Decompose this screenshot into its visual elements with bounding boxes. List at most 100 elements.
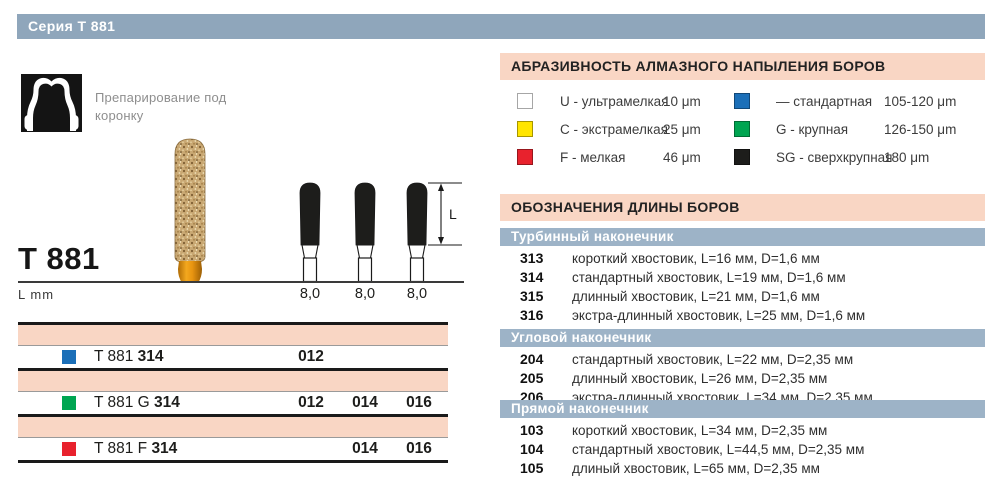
series-title-bar: Серия Т 881 <box>17 14 985 39</box>
length-desc: стандартный хвостовик, L=22 мм, D=2,35 м… <box>572 352 854 367</box>
abrasiveness-header: АБРАЗИВНОСТЬ АЛМАЗНОГО НАПЫЛЕНИЯ БОРОВ <box>500 53 985 80</box>
legend-value: 105-120 μm <box>884 94 957 109</box>
table-row: T 881 G 314 012 014 016 <box>18 392 448 414</box>
legend-value: 180 μm <box>884 150 930 165</box>
length-code: 315 <box>520 288 544 304</box>
length-code: 314 <box>520 269 544 285</box>
legend-label: G - крупная <box>776 122 849 137</box>
bur-diagrams: L <box>290 168 472 288</box>
table-row: T 881 314 012 <box>18 346 448 368</box>
grit-swatch <box>734 93 750 109</box>
length-desc: экстра-длинный хвостовик, L=25 мм, D=1,6… <box>572 308 866 323</box>
grit-swatch <box>62 396 76 410</box>
svg-text:L: L <box>449 206 457 222</box>
table-band <box>18 325 448 346</box>
grit-swatch <box>517 149 533 165</box>
table-band <box>18 371 448 392</box>
section-rows: 103 короткий хвостовик, L=34 мм, D=2,35 … <box>500 421 985 478</box>
legend-item: U - ультрамелкая 10 μm <box>500 88 732 116</box>
dimension-arrow-l <box>428 182 462 246</box>
product-label-code: 314 <box>154 394 180 411</box>
size-cell: 014 <box>352 394 378 411</box>
product-label: T 881 G 314 <box>94 392 180 414</box>
section-header-turbine: Турбинный наконечник <box>500 228 985 246</box>
legend-item: — стандартная 105-120 μm <box>732 88 985 116</box>
product-label-prefix: T 881 <box>94 348 138 365</box>
legend-label: SG - сверхкрупная <box>776 150 893 165</box>
length-desc: короткий хвостовик, L=34 мм, D=2,35 мм <box>572 423 828 438</box>
product-label-code: 314 <box>151 440 178 457</box>
product-label-prefix: T 881 G <box>94 394 155 411</box>
legend-label: C - экстрамелкая <box>560 122 668 137</box>
baseline-rule <box>18 281 464 283</box>
length-code: 104 <box>520 441 544 457</box>
table-divider <box>18 322 448 325</box>
section-rows: 204 стандартный хвостовик, L=22 мм, D=2,… <box>500 350 985 407</box>
length-row: 105 длиный хвостовик, L=65 мм, D=2,35 мм <box>500 459 985 478</box>
lengths-header: ОБОЗНАЧЕНИЯ ДЛИНЫ БОРОВ <box>500 194 985 221</box>
length-desc: стандартный хвостовик, L=44,5 мм, D=2,35… <box>572 442 865 457</box>
legend-item: G - крупная 126-150 μm <box>732 116 985 144</box>
grit-swatch <box>62 442 76 456</box>
table-divider <box>18 368 448 371</box>
bur-length-value: 8,0 <box>406 286 428 302</box>
table-band <box>18 417 448 438</box>
length-axis-label: L mm <box>18 287 55 302</box>
legend-item: F - мелкая 46 μm <box>500 144 732 172</box>
size-cell: 016 <box>406 440 432 457</box>
grit-swatch <box>517 121 533 137</box>
length-desc: стандартный хвостовик, L=19 мм, D=1,6 мм <box>572 270 846 285</box>
table-row: T 881 F 314 014 016 <box>18 438 448 460</box>
legend-item: C - экстрамелкая 25 μm <box>500 116 732 144</box>
length-row: 314 стандартный хвостовик, L=19 мм, D=1,… <box>500 268 985 287</box>
size-cell: 016 <box>406 394 432 411</box>
legend-value: 25 μm <box>663 122 701 137</box>
legend-value: 10 μm <box>663 94 701 109</box>
grit-swatch <box>734 149 750 165</box>
length-code: 313 <box>520 250 544 266</box>
length-code: 204 <box>520 351 544 367</box>
length-code: 316 <box>520 307 544 323</box>
product-label-code: 314 <box>137 348 164 365</box>
length-code: 205 <box>520 370 544 386</box>
size-cell: 012 <box>298 394 324 411</box>
length-desc: короткий хвостовик, L=16 мм, D=1,6 мм <box>572 251 820 266</box>
section-rows: 313 короткий хвостовик, L=16 мм, D=1,6 м… <box>500 249 985 325</box>
table-divider <box>18 414 448 417</box>
legend-label: — стандартная <box>776 94 873 109</box>
length-row: 104 стандартный хвостовик, L=44,5 мм, D=… <box>500 440 985 459</box>
table-divider <box>18 460 448 463</box>
length-row: 316 экстра-длинный хвостовик, L=25 мм, D… <box>500 306 985 325</box>
legend-label: U - ультрамелкая <box>560 94 669 109</box>
length-desc: длинный хвостовик, L=26 мм, D=2,35 мм <box>572 371 828 386</box>
length-row: 313 короткий хвостовик, L=16 мм, D=1,6 м… <box>500 249 985 268</box>
legend-value: 126-150 μm <box>884 122 957 137</box>
bur-length-value: 8,0 <box>354 286 376 302</box>
product-label: T 881 314 <box>94 346 164 368</box>
section-header-angled: Угловой наконечник <box>500 329 985 347</box>
size-cell: 012 <box>298 348 324 365</box>
section-header-straight: Прямой наконечник <box>500 400 985 418</box>
length-row: 103 короткий хвостовик, L=34 мм, D=2,35 … <box>500 421 985 440</box>
length-row: 204 стандартный хвостовик, L=22 мм, D=2,… <box>500 350 985 369</box>
legend-label: F - мелкая <box>560 150 626 165</box>
legend-item: SG - сверхкрупная 180 μm <box>732 144 985 172</box>
application-caption: Препарирование под коронку <box>95 90 227 123</box>
grit-swatch <box>517 93 533 109</box>
grit-swatch <box>62 350 76 364</box>
product-order-table: T 881 314 012 T 881 G 314 012 014 016 T … <box>18 322 448 463</box>
length-row: 315 длинный хвостовик, L=21 мм, D=1,6 мм <box>500 287 985 306</box>
bur-length-value: 8,0 <box>299 286 321 302</box>
size-cell: 014 <box>352 440 378 457</box>
length-code: 103 <box>520 422 544 438</box>
tooth-crown-icon <box>20 73 83 133</box>
length-desc: длиный хвостовик, L=65 мм, D=2,35 мм <box>572 461 820 476</box>
bur-photo-illustration <box>166 137 214 289</box>
legend-value: 46 μm <box>663 150 701 165</box>
product-series-title: T 881 <box>18 241 100 276</box>
product-label-prefix: T 881 F <box>94 440 152 457</box>
product-label: T 881 F 314 <box>94 438 177 460</box>
length-row: 205 длинный хвостовик, L=26 мм, D=2,35 м… <box>500 369 985 388</box>
length-desc: длинный хвостовик, L=21 мм, D=1,6 мм <box>572 289 820 304</box>
grit-swatch <box>734 121 750 137</box>
